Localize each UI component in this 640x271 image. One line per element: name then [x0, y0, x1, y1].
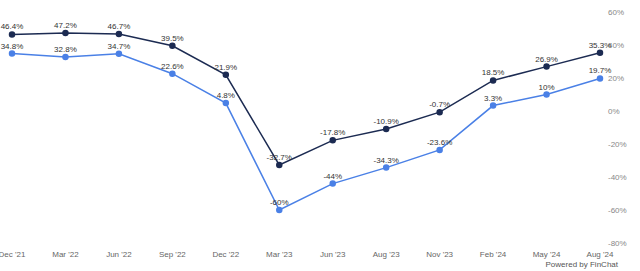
svg-text:39.5%: 39.5%	[161, 34, 184, 43]
svg-text:3.3%: 3.3%	[484, 94, 502, 103]
svg-text:Dec '21: Dec '21	[8, 250, 26, 259]
svg-text:Mar '23: Mar '23	[266, 250, 293, 259]
svg-text:-60%: -60%	[270, 198, 289, 207]
svg-text:40%: 40%	[608, 40, 624, 50]
svg-text:Aug '24: Aug '24	[587, 250, 614, 259]
svg-text:May '24: May '24	[533, 250, 561, 259]
svg-text:32.8%: 32.8%	[54, 45, 77, 54]
svg-text:-17.8%: -17.8%	[320, 128, 345, 137]
svg-text:-34.3%: -34.3%	[374, 156, 399, 165]
svg-text:46.7%: 46.7%	[108, 22, 131, 31]
svg-text:0%: 0%	[608, 107, 620, 116]
svg-text:47.2%: 47.2%	[54, 21, 77, 30]
svg-text:Jun '22: Jun '22	[106, 250, 132, 259]
svg-text:Dec '22: Dec '22	[212, 250, 239, 259]
svg-text:Nov '23: Nov '23	[426, 250, 453, 259]
svg-text:-60%: -60%	[608, 206, 627, 215]
svg-text:-20%: -20%	[608, 140, 627, 149]
svg-text:34.8%: 34.8%	[8, 42, 23, 51]
svg-text:10%: 10%	[539, 83, 555, 92]
svg-text:34.7%: 34.7%	[108, 42, 131, 51]
svg-text:60%: 60%	[608, 8, 624, 17]
svg-text:18.5%: 18.5%	[482, 68, 505, 77]
svg-text:-44%: -44%	[323, 172, 342, 181]
svg-text:-40%: -40%	[608, 173, 627, 182]
svg-text:4.8%: 4.8%	[217, 91, 235, 100]
html-text:Powered by FinChat: Powered by FinChat	[545, 260, 618, 269]
svg-text:Feb '24: Feb '24	[480, 250, 507, 259]
svg-text:20%: 20%	[608, 73, 624, 83]
svg-text:-0.7%: -0.7%	[429, 100, 450, 109]
svg-text:26.9%: 26.9%	[535, 55, 558, 64]
svg-text:21.9%: 21.9%	[214, 63, 237, 72]
svg-text:22.6%: 22.6%	[161, 62, 184, 71]
svg-text:-10.9%: -10.9%	[374, 117, 399, 126]
svg-text:Mar '22: Mar '22	[52, 250, 79, 259]
svg-text:Jun '23: Jun '23	[320, 250, 346, 259]
svg-text:35.3%: 35.3%	[589, 41, 612, 50]
svg-text:Sep '22: Sep '22	[159, 250, 186, 259]
svg-text:-80%: -80%	[608, 239, 627, 248]
svg-text:19.7%: 19.7%	[589, 66, 612, 75]
svg-text:-23.6%: -23.6%	[427, 138, 452, 147]
svg-text:-32.7%: -32.7%	[267, 153, 292, 162]
svg-text:Aug '23: Aug '23	[373, 250, 400, 259]
svg-text:46.4%: 46.4%	[8, 22, 23, 31]
